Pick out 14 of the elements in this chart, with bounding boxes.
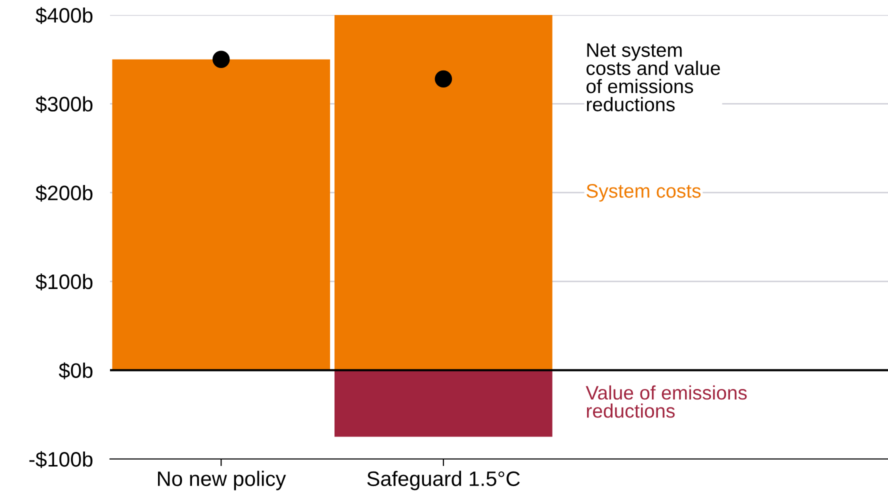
y-tick-label: $0b bbox=[58, 362, 92, 380]
series-label: System costs bbox=[586, 184, 701, 202]
bar bbox=[112, 59, 330, 370]
y-tick-label: $100b bbox=[36, 274, 92, 290]
text: Net system costs and value of emissions reductions bbox=[586, 43, 720, 112]
y-tick-label: -$100b bbox=[29, 451, 92, 468]
series-label: Value of emissions reductions bbox=[586, 385, 747, 418]
bar bbox=[334, 370, 552, 437]
bar bbox=[334, 15, 552, 370]
y-tick-label: $400b bbox=[36, 7, 92, 24]
y-tick-label: $200b bbox=[36, 184, 92, 202]
x-tick-label: Safeguard 1.5°C bbox=[367, 470, 520, 490]
y-tick-label: $300b bbox=[36, 96, 92, 113]
x-tick-label: No new policy bbox=[158, 470, 286, 490]
